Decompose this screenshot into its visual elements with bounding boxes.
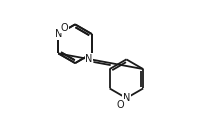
- Text: O: O: [116, 100, 124, 110]
- Text: N: N: [85, 54, 93, 64]
- Text: O: O: [61, 22, 68, 32]
- Text: N: N: [123, 93, 130, 103]
- Text: N: N: [55, 29, 62, 39]
